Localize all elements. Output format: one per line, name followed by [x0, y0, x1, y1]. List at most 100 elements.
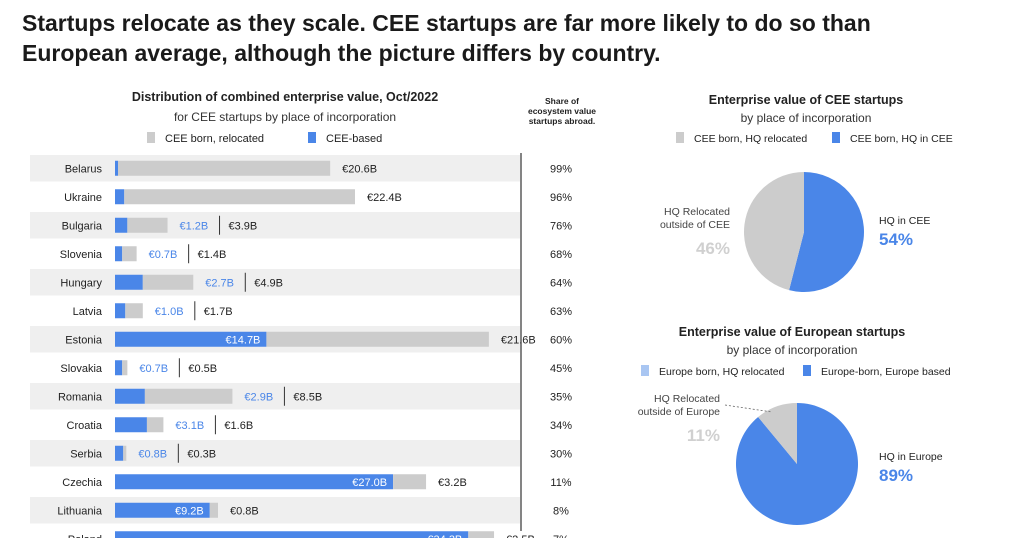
legend-swatch-cee-based: [308, 132, 316, 143]
legend-swatch-relocated: [147, 132, 155, 143]
bar-cee-based: [115, 303, 126, 319]
pie-subtitle: by place of incorporation: [727, 343, 858, 357]
share-abroad-value: 99%: [550, 163, 572, 175]
bar-cee-based: [115, 360, 123, 376]
bar-chart-subtitle: for CEE startups by place of incorporati…: [174, 110, 396, 124]
pie-subtitle: by place of incorporation: [741, 111, 872, 125]
bar-label-relocated: €4.9B: [254, 277, 283, 289]
pie-title: Enterprise value of European startups: [679, 325, 905, 339]
category-label: Czechia: [62, 477, 103, 489]
bar-cee-based: [115, 417, 147, 433]
bar-chart: Distribution of combined enterprise valu…: [30, 90, 596, 538]
bar-label-relocated: €0.3B: [187, 448, 216, 460]
bar-relocated: [122, 246, 137, 262]
pie-slice-relocated: [744, 172, 804, 291]
row-band: [30, 212, 520, 239]
bar-label-cee-based: €0.7B: [149, 249, 178, 261]
bar-label-cee-based: €27.0B: [352, 477, 387, 489]
bar-label-cee-based: €0.7B: [139, 363, 168, 375]
bar-label-relocated: €2.5B: [506, 534, 535, 538]
pie-title: Enterprise value of CEE startups: [709, 93, 904, 107]
bar-cee-based: [115, 189, 125, 205]
pie-chart-cee: Enterprise value of CEE startups by place…: [660, 93, 953, 292]
category-label: Hungary: [60, 277, 102, 289]
category-label: Bulgaria: [62, 220, 103, 232]
pie-label-relocated: outside of CEE: [660, 219, 730, 231]
bar-cee-based: [115, 388, 145, 404]
legend-label-relocated: CEE born, HQ relocated: [694, 133, 807, 145]
bar-label-relocated: €1.7B: [204, 306, 233, 318]
bar-cee-based: [115, 331, 267, 347]
bar-label-relocated: €21.6B: [501, 334, 536, 346]
category-label: Romania: [58, 391, 103, 403]
share-abroad-value: 60%: [550, 334, 572, 346]
bar-relocated: [146, 417, 164, 433]
pie-label-home: HQ in Europe: [879, 451, 943, 463]
bar-label-relocated: €22.4B: [367, 192, 402, 204]
share-abroad-value: 45%: [550, 363, 572, 375]
headline-line-2: European average, although the picture d…: [22, 40, 661, 66]
bar-relocated: [142, 274, 194, 290]
bar-relocated: [118, 160, 331, 176]
legend-label-based: CEE born, HQ in CEE: [850, 133, 953, 145]
bar-cee-based: [115, 246, 123, 262]
category-label: Croatia: [67, 420, 103, 432]
share-header-line: startups abroad.: [529, 116, 596, 126]
bar-cee-based: [115, 217, 128, 233]
bar-relocated: [393, 474, 427, 490]
legend-swatch-based: [832, 132, 840, 143]
legend-swatch-relocated: [641, 365, 649, 376]
bar-label-relocated: €1.4B: [198, 249, 227, 261]
share-abroad-value: 76%: [550, 220, 572, 232]
bar-cee-based: [115, 274, 143, 290]
bar-cee-based: [115, 502, 210, 518]
row-band: [30, 383, 520, 410]
bar-relocated: [209, 502, 218, 518]
headline: Startups relocate as they scale. CEE sta…: [22, 8, 1012, 68]
bar-chart-title: Distribution of combined enterprise valu…: [132, 90, 438, 104]
share-abroad-value: 96%: [550, 192, 572, 204]
pie-label-relocated: HQ Relocated: [654, 393, 720, 405]
pie-value-relocated: 11%: [687, 426, 720, 445]
category-label: Latvia: [73, 306, 103, 318]
bar-label-relocated: €20.6B: [342, 163, 377, 175]
bar-label-relocated: €0.8B: [230, 505, 259, 517]
pie-slice-relocated: [758, 403, 797, 464]
bar-label-relocated: €0.5B: [188, 363, 217, 375]
share-abroad-value: 7%: [553, 534, 569, 538]
share-abroad-value: 64%: [550, 277, 572, 289]
category-label: Slovenia: [60, 249, 103, 261]
legend-label-relocated: CEE born, relocated: [165, 133, 264, 145]
category-label: Poland: [68, 534, 102, 538]
headline-line-1: Startups relocate as they scale. CEE sta…: [22, 10, 871, 36]
bar-relocated: [127, 217, 168, 233]
category-label: Belarus: [65, 163, 103, 175]
bar-label-relocated: €1.6B: [224, 420, 253, 432]
pie-label-relocated: HQ Relocated: [664, 206, 730, 218]
bar-label-cee-based: €1.2B: [180, 220, 209, 232]
category-label: Ukraine: [64, 192, 102, 204]
bar-label-cee-based: €0.8B: [138, 448, 167, 460]
pie-value-relocated: 46%: [696, 239, 730, 258]
bar-label-cee-based: €2.7B: [205, 277, 234, 289]
category-label: Lithuania: [57, 505, 103, 517]
legend-label-cee-based: CEE-based: [326, 133, 382, 145]
bar-cee-based: [115, 445, 124, 461]
bar-label-cee-based: €1.0B: [155, 306, 184, 318]
share-abroad-value: 8%: [553, 505, 569, 517]
legend-label-relocated: Europe born, HQ relocated: [659, 366, 785, 378]
share-abroad-value: 63%: [550, 306, 572, 318]
bar-relocated: [144, 388, 233, 404]
bar-cee-based: [115, 531, 469, 538]
bar-relocated: [125, 303, 143, 319]
bar-relocated: [266, 331, 489, 347]
bar-label-cee-based: €9.2B: [175, 505, 204, 517]
bar-cee-based: [115, 160, 118, 176]
pie-leader-line: [724, 404, 773, 413]
share-header-line: ecosystem value: [528, 106, 596, 116]
share-abroad-value: 68%: [550, 249, 572, 261]
pie-slice-home: [735, 403, 858, 525]
category-label: Slovakia: [60, 363, 102, 375]
bar-label-relocated: €8.5B: [293, 391, 322, 403]
